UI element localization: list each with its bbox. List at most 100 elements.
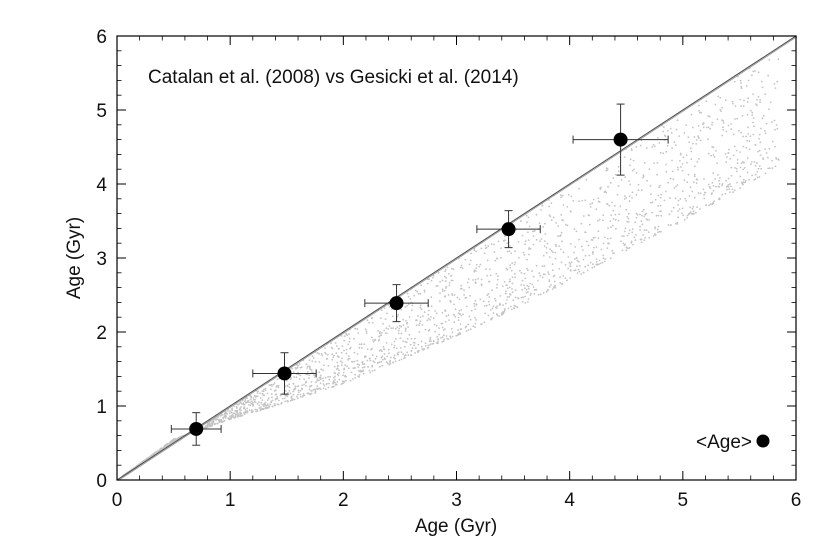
cloud-point — [533, 230, 536, 232]
cloud-point — [263, 388, 265, 391]
cloud-point — [562, 219, 565, 222]
cloud-point — [389, 359, 392, 362]
cloud-point — [703, 191, 706, 194]
cloud-point — [650, 201, 652, 204]
cloud-point — [385, 342, 388, 344]
cloud-point — [341, 380, 344, 382]
cloud-point — [543, 245, 546, 248]
cloud-point — [499, 303, 502, 306]
scatter-cloud — [121, 58, 780, 478]
cloud-point — [299, 366, 302, 369]
cloud-point — [292, 390, 295, 393]
cloud-point — [474, 299, 477, 302]
cloud-point — [643, 162, 646, 164]
cloud-point — [588, 223, 591, 226]
cloud-point — [762, 114, 765, 117]
cloud-point — [379, 331, 381, 333]
cloud-point — [407, 326, 409, 328]
cloud-point — [569, 277, 572, 279]
cloud-point — [509, 278, 511, 281]
cloud-point — [702, 126, 705, 129]
cloud-point — [526, 267, 528, 270]
cloud-point — [520, 220, 522, 223]
cloud-point — [387, 348, 390, 351]
cloud-point — [463, 289, 465, 292]
cloud-point — [624, 230, 626, 233]
cloud-point — [724, 99, 727, 102]
cloud-point — [557, 235, 559, 238]
cloud-point — [548, 214, 551, 217]
cloud-point — [543, 265, 546, 268]
cloud-point — [286, 385, 289, 388]
cloud-point — [326, 382, 328, 385]
cloud-point — [558, 245, 561, 248]
cloud-point — [498, 315, 501, 317]
cloud-point — [524, 287, 526, 290]
cloud-point — [703, 197, 706, 200]
cloud-point — [513, 307, 516, 310]
cloud-point — [270, 401, 273, 404]
cloud-point — [542, 254, 545, 257]
cloud-point — [289, 392, 292, 395]
cloud-point — [299, 393, 302, 396]
cloud-point — [674, 197, 677, 200]
cloud-point — [746, 171, 749, 174]
cloud-point — [386, 362, 389, 365]
cloud-point — [299, 389, 302, 392]
cloud-point — [438, 300, 441, 303]
cloud-point — [596, 263, 599, 266]
cloud-point — [639, 225, 641, 228]
cloud-point — [656, 228, 659, 231]
cloud-point — [538, 272, 541, 275]
cloud-point — [400, 351, 403, 354]
cloud-point — [328, 382, 330, 385]
cloud-point — [648, 168, 651, 171]
cloud-point — [289, 378, 292, 381]
cloud-point — [348, 337, 351, 340]
cloud-point — [554, 284, 556, 287]
cloud-point — [757, 95, 760, 98]
cloud-point — [236, 416, 239, 418]
cloud-point — [703, 178, 705, 180]
cloud-point — [489, 274, 492, 277]
cloud-point — [691, 126, 694, 129]
cloud-point — [483, 321, 486, 324]
cloud-point — [506, 284, 508, 287]
cloud-point — [641, 223, 644, 226]
cloud-point — [653, 162, 655, 165]
cloud-point — [345, 379, 347, 382]
cloud-point — [765, 152, 768, 154]
cloud-point — [630, 149, 633, 152]
cloud-point — [348, 340, 351, 343]
cloud-point — [560, 196, 563, 199]
cloud-point — [712, 201, 714, 204]
cloud-point — [480, 323, 482, 326]
cloud-point — [333, 365, 336, 368]
cloud-point — [368, 369, 371, 372]
cloud-point — [459, 323, 462, 325]
cloud-point — [722, 122, 725, 124]
cloud-point — [525, 292, 528, 294]
cloud-point — [490, 243, 493, 246]
cloud-point — [324, 347, 326, 349]
cloud-point — [631, 228, 634, 231]
cloud-point — [521, 301, 524, 303]
cloud-point — [671, 170, 674, 173]
cloud-point — [170, 440, 173, 443]
cloud-point — [606, 202, 608, 205]
cloud-point — [465, 325, 468, 328]
cloud-point — [739, 151, 741, 154]
cloud-point — [325, 388, 327, 390]
cloud-point — [707, 115, 709, 117]
cloud-point — [316, 378, 319, 381]
cloud-point — [431, 276, 434, 279]
cloud-point — [308, 374, 311, 376]
cloud-point — [657, 225, 660, 228]
cloud-point — [580, 222, 583, 225]
cloud-point — [724, 193, 727, 195]
cloud-point — [308, 377, 310, 380]
cloud-point — [506, 296, 509, 298]
cloud-point — [474, 316, 476, 319]
cloud-point — [625, 208, 628, 211]
cloud-point — [520, 284, 522, 286]
